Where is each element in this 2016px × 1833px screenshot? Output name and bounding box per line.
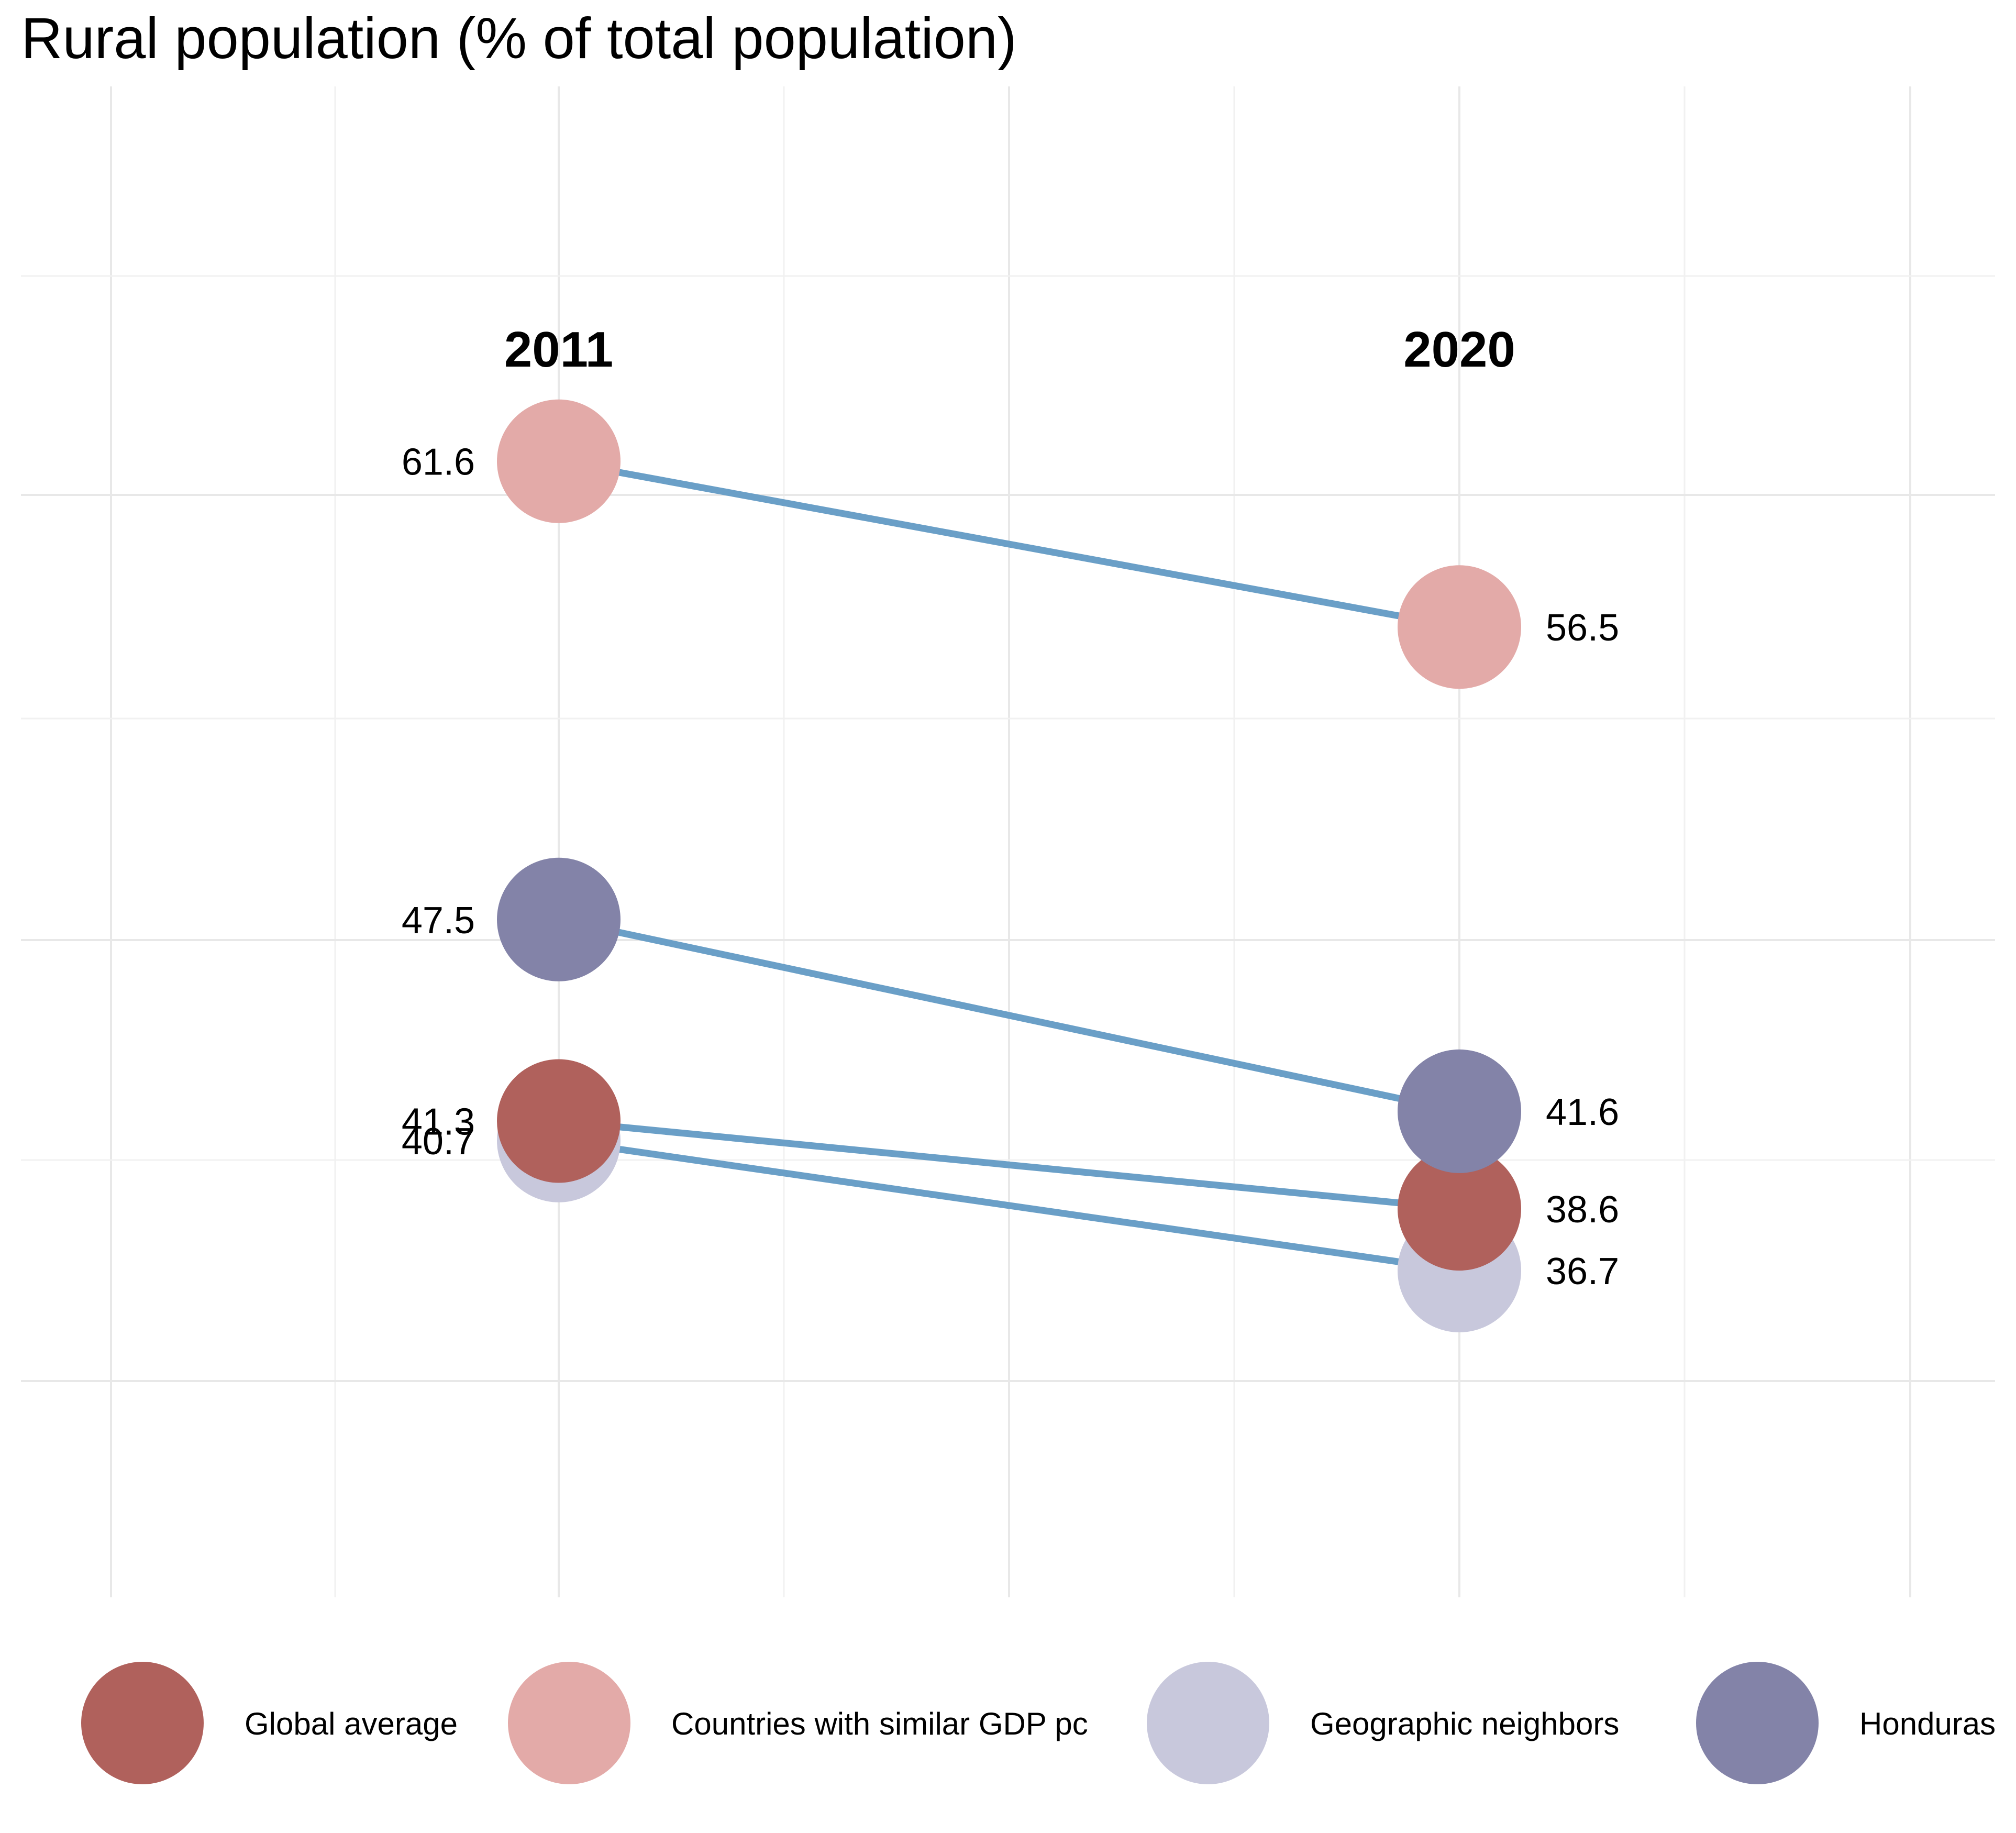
chart-title: Rural population (% of total population) bbox=[21, 6, 1017, 71]
value-label: 61.6 bbox=[402, 441, 475, 483]
period-labels: 2011 2020 bbox=[504, 322, 1515, 378]
value-labels: 41.3 38.6 61.6 56.5 40.7 36.7 47.5 41.6 bbox=[402, 441, 1619, 1293]
legend-label: Countries with similar GDP pc bbox=[671, 1706, 1088, 1741]
data-point bbox=[1398, 1049, 1521, 1173]
legend-label: Honduras bbox=[1859, 1706, 1996, 1741]
legend-label: Geographic neighbors bbox=[1310, 1706, 1619, 1741]
value-label: 56.5 bbox=[1546, 607, 1619, 649]
legend: Global average Countries with similar GDP… bbox=[81, 1662, 1996, 1784]
value-label: 36.7 bbox=[1546, 1251, 1619, 1293]
value-label: 41.6 bbox=[1546, 1091, 1619, 1133]
data-point bbox=[1398, 565, 1521, 689]
data-points bbox=[497, 399, 1521, 1332]
value-label: 41.3 bbox=[402, 1101, 475, 1143]
data-point bbox=[497, 399, 621, 523]
legend-swatch bbox=[1147, 1662, 1269, 1784]
legend-swatch bbox=[1696, 1662, 1819, 1784]
data-point bbox=[1398, 1147, 1521, 1271]
gridlines bbox=[21, 86, 1995, 1597]
slope-line bbox=[558, 458, 1460, 631]
slope-line bbox=[558, 1137, 1460, 1274]
value-label: 38.6 bbox=[1546, 1189, 1619, 1231]
legend-swatch bbox=[81, 1662, 204, 1784]
value-label: 47.5 bbox=[402, 900, 475, 942]
legend-label: Global average bbox=[245, 1706, 458, 1741]
legend-swatch bbox=[508, 1662, 630, 1784]
data-point bbox=[497, 1059, 621, 1183]
slope-lines bbox=[558, 458, 1460, 1274]
data-point bbox=[497, 857, 621, 981]
period-label-2020: 2020 bbox=[1403, 322, 1515, 378]
slope-line bbox=[558, 1118, 1460, 1212]
period-label-2011: 2011 bbox=[504, 322, 613, 378]
slope-line bbox=[558, 916, 1460, 1115]
value-label: 40.7 bbox=[402, 1121, 475, 1163]
